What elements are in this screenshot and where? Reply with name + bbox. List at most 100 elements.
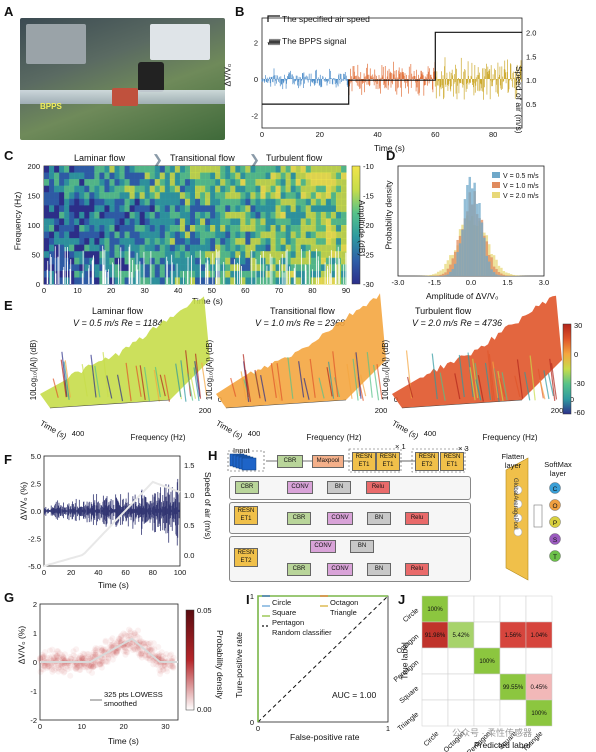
e-surface-ridge — [477, 374, 484, 402]
c-heat-cell — [54, 225, 60, 233]
d-hist-bar — [429, 274, 433, 276]
c-heat-cell — [340, 251, 347, 259]
c-heat-cell — [79, 179, 85, 187]
c-heat-cell — [315, 244, 322, 252]
c-heat-cell — [154, 270, 161, 278]
c-heat-cell — [94, 192, 100, 200]
c-heat-cell — [330, 205, 337, 213]
c-heat-cell — [64, 198, 70, 206]
c-heat-cell — [225, 198, 231, 206]
e-surface-ridge — [366, 351, 373, 398]
c-heat-cell — [235, 231, 241, 239]
c-heat-cell — [210, 225, 216, 233]
c-heat-cell — [260, 185, 266, 193]
e-axis — [401, 399, 523, 409]
c-heat-cell — [74, 244, 80, 252]
c-heat-cell — [119, 211, 126, 219]
c-heat-cell — [89, 179, 95, 187]
c-heat-cell — [240, 270, 246, 278]
c-heat-cell — [320, 225, 327, 233]
g-density-dot — [138, 654, 145, 661]
c-heat-cell — [49, 251, 55, 259]
g-density-dot — [48, 666, 55, 673]
experiment-photo: BPPS — [20, 18, 225, 140]
g-density-dot — [80, 655, 87, 662]
g-density-dot — [54, 654, 61, 661]
g-density-dot — [169, 663, 176, 670]
c-heat-cell — [265, 244, 271, 252]
e-title-1: Laminar flow — [92, 306, 144, 316]
c-heat-cell — [275, 264, 282, 272]
c-heat-cell — [179, 257, 186, 265]
c-heat-cell — [260, 225, 266, 233]
c-heat-cell — [114, 211, 120, 219]
c-heat-cell — [69, 238, 75, 246]
c-heat-cell — [275, 211, 282, 219]
c-heat-cell — [129, 166, 136, 174]
c-heat-cell — [245, 211, 251, 219]
c-heat-cell — [134, 198, 141, 206]
d-hist-bar — [497, 275, 501, 276]
g-density-dot — [121, 648, 128, 655]
c-heat-cell — [315, 179, 322, 187]
c-heat-cell — [139, 270, 146, 278]
c-heat-cell — [84, 277, 90, 285]
c-heat-cell — [89, 172, 95, 180]
g-density-dot — [127, 632, 134, 639]
c-heat-cell — [210, 185, 216, 193]
c-heat-cell — [54, 192, 60, 200]
d-hist-bar — [451, 269, 454, 276]
g-density-dot — [127, 628, 134, 635]
c-heat-cell — [340, 192, 347, 200]
j-matrix-cell — [473, 647, 501, 675]
watermark: 公众号 · 柔性传感器 — [452, 728, 532, 738]
c-ytick: 100 — [27, 221, 40, 230]
c-heat-cell — [200, 277, 206, 285]
g-density-dot — [132, 630, 139, 637]
c-heat-cell — [104, 231, 110, 239]
c-heat-cell — [205, 251, 211, 259]
c-heat-cell — [300, 211, 307, 219]
c-heat-cell — [94, 179, 100, 187]
c-heat-cell — [275, 238, 282, 246]
c-heat-cell — [200, 211, 206, 219]
c-heat-cell — [89, 205, 95, 213]
g-density-dot — [78, 655, 85, 662]
j-cell-value: 100% — [427, 607, 443, 613]
c-heat-cell — [94, 277, 100, 285]
c-heat-cell — [325, 185, 332, 193]
c-heat-cell — [149, 277, 156, 285]
g-density-dot — [114, 638, 121, 645]
c-heat-cell — [265, 218, 271, 226]
c-heat-cell — [54, 277, 60, 285]
h-row1-conv: CONV — [287, 481, 313, 494]
c-heat-cell — [79, 198, 85, 206]
c-heat-cell — [305, 172, 312, 180]
c-heat-cell — [154, 198, 161, 206]
g-density-dot — [91, 660, 98, 667]
c-heat-cell — [295, 192, 302, 200]
c-heat-cell — [265, 192, 271, 200]
g-density-dot — [150, 661, 157, 668]
c-heat-cell — [195, 277, 201, 285]
c-heat-cell — [290, 166, 297, 174]
g-density-dot — [102, 646, 109, 653]
c-heat-cell — [340, 218, 347, 226]
c-heat-cell — [69, 198, 75, 206]
c-xtick: 0 — [42, 286, 46, 295]
c-heat-cell — [54, 270, 60, 278]
c-heat-cell — [149, 205, 156, 213]
d-hist-bar — [449, 271, 452, 276]
c-heat-cell — [275, 251, 282, 259]
c-heat-cell — [320, 244, 327, 252]
c-heat-cell — [295, 225, 302, 233]
i-legend-pentagon: Pentagon — [272, 618, 305, 627]
g-density-dot — [85, 653, 92, 660]
c-heat-cell — [235, 198, 241, 206]
c-heat-cell — [179, 179, 186, 187]
g-density-dot — [82, 655, 89, 662]
g-density-dot — [123, 632, 130, 639]
c-heat-cell — [220, 218, 226, 226]
g-density-dot — [48, 662, 55, 669]
c-heat-cell — [285, 238, 292, 246]
